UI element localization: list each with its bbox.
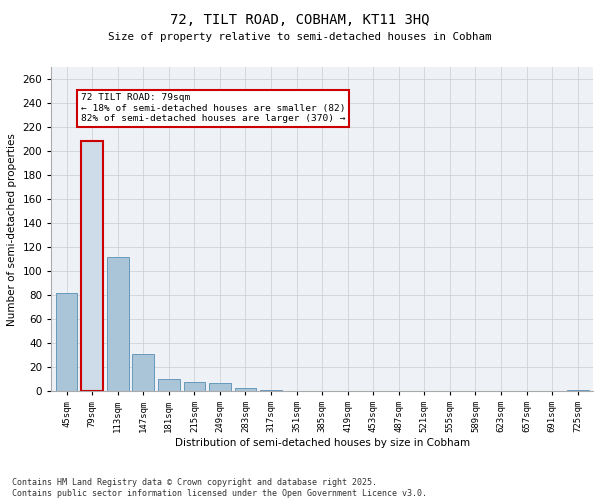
Bar <box>209 383 231 391</box>
X-axis label: Distribution of semi-detached houses by size in Cobham: Distribution of semi-detached houses by … <box>175 438 470 448</box>
Bar <box>56 292 77 391</box>
Bar <box>158 379 179 391</box>
Text: 72 TILT ROAD: 79sqm
← 18% of semi-detached houses are smaller (82)
82% of semi-d: 72 TILT ROAD: 79sqm ← 18% of semi-detach… <box>80 94 345 123</box>
Y-axis label: Number of semi-detached properties: Number of semi-detached properties <box>7 132 17 326</box>
Text: 72, TILT ROAD, COBHAM, KT11 3HQ: 72, TILT ROAD, COBHAM, KT11 3HQ <box>170 12 430 26</box>
Bar <box>235 388 256 391</box>
Bar <box>184 382 205 391</box>
Bar <box>133 354 154 391</box>
Bar <box>107 256 128 391</box>
Bar <box>82 142 103 391</box>
Text: Contains HM Land Registry data © Crown copyright and database right 2025.
Contai: Contains HM Land Registry data © Crown c… <box>12 478 427 498</box>
Text: Size of property relative to semi-detached houses in Cobham: Size of property relative to semi-detach… <box>108 32 492 42</box>
Bar <box>260 390 282 391</box>
Bar <box>567 390 589 391</box>
